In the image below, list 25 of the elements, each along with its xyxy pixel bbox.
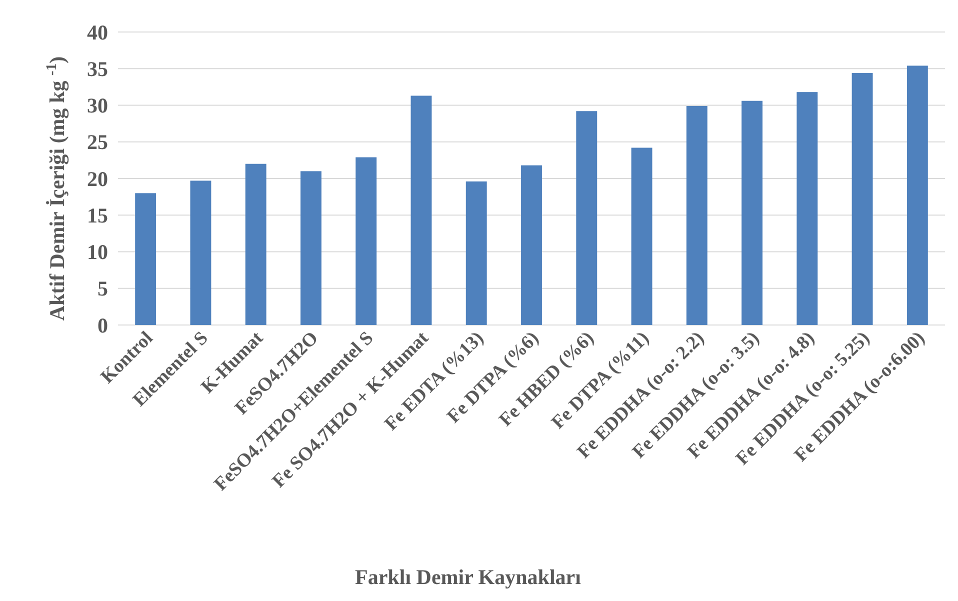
y-tick-label: 0 — [98, 313, 108, 338]
y-tick-label: 10 — [87, 240, 108, 264]
bar — [906, 66, 928, 325]
bar — [796, 92, 818, 325]
y-tick-label: 30 — [87, 94, 108, 118]
bar — [576, 111, 598, 325]
bar — [742, 100, 763, 325]
y-tick-label: 5 — [98, 276, 108, 301]
bar — [190, 180, 212, 325]
bar — [410, 96, 432, 325]
y-tick-label: 15 — [87, 203, 108, 228]
bar — [356, 157, 377, 325]
bar — [466, 181, 487, 325]
bar — [245, 164, 266, 325]
bar — [135, 193, 156, 325]
bar — [300, 171, 322, 325]
y-tick-label: 20 — [87, 166, 108, 191]
y-tick-label: 35 — [87, 56, 108, 81]
bar — [852, 73, 873, 325]
bar — [686, 106, 708, 325]
bar — [521, 165, 542, 325]
y-tick-label: 40 — [87, 20, 108, 44]
x-axis-title: Farklı Demir Kaynakları — [355, 565, 582, 589]
bar — [631, 148, 652, 325]
y-tick-label: 25 — [87, 130, 108, 154]
